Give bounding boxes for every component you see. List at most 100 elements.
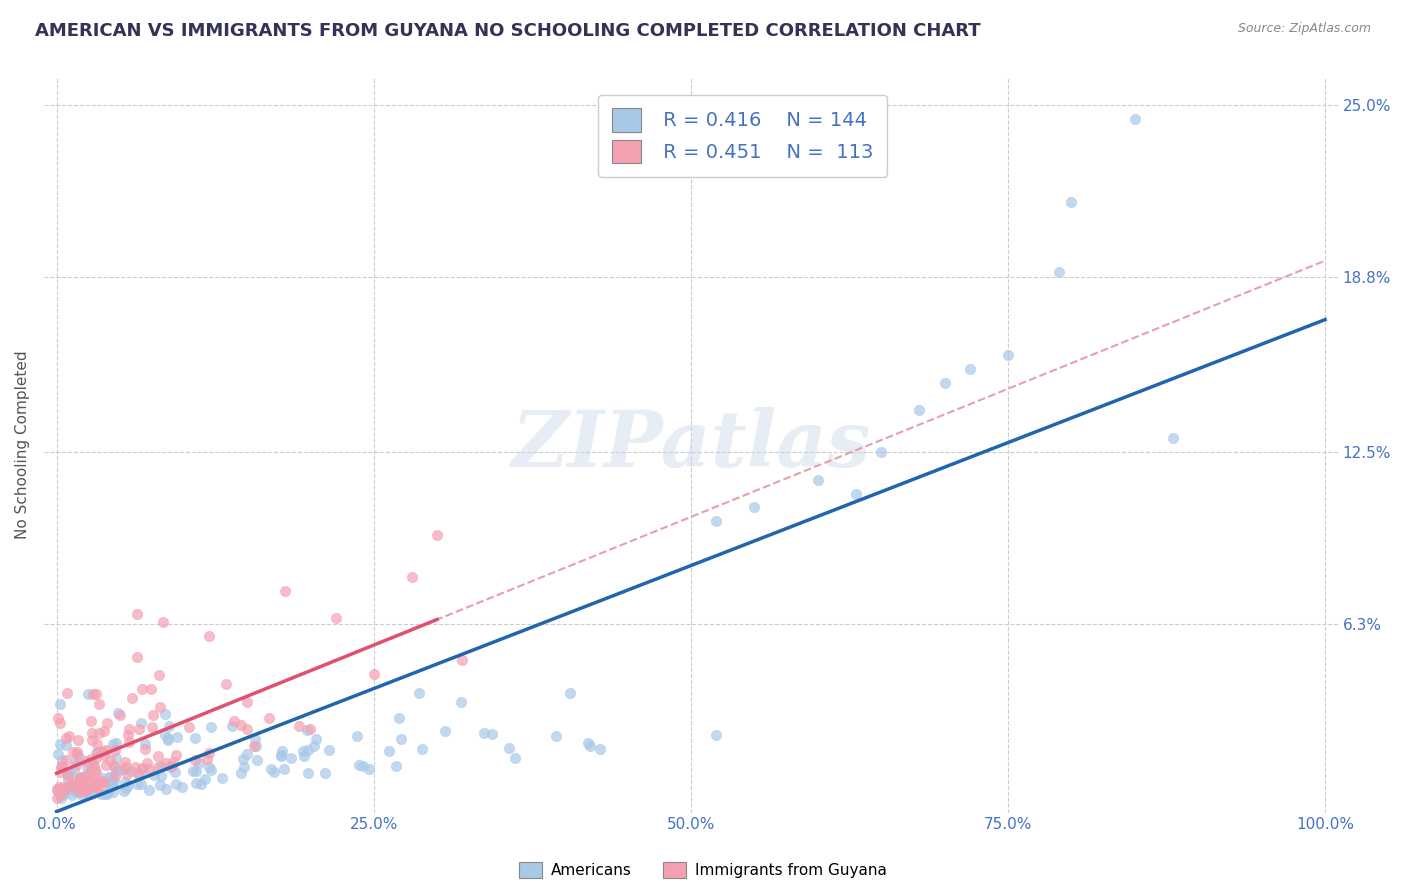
Point <box>100 753 122 767</box>
Point <box>222 714 245 729</box>
Point <box>67 777 90 791</box>
Point <box>257 711 280 725</box>
Point <box>184 753 207 767</box>
Point <box>1123 112 1146 126</box>
Point <box>84 778 107 792</box>
Text: Source: ZipAtlas.com: Source: ZipAtlas.com <box>1237 22 1371 36</box>
Point <box>215 677 238 691</box>
Point <box>104 760 127 774</box>
Point <box>245 739 267 753</box>
Point <box>152 615 174 629</box>
Point <box>69 772 91 786</box>
Point <box>93 744 115 758</box>
Point <box>58 729 80 743</box>
Point <box>184 764 207 778</box>
Point <box>134 742 156 756</box>
Point <box>411 741 433 756</box>
Point <box>82 687 104 701</box>
Point <box>98 770 121 784</box>
Point <box>233 760 256 774</box>
Point <box>69 771 91 785</box>
Point <box>91 771 114 785</box>
Point <box>114 756 136 770</box>
Point <box>235 747 257 761</box>
Point <box>807 473 830 487</box>
Point <box>314 765 336 780</box>
Point <box>72 782 94 797</box>
Point <box>76 783 98 797</box>
Point <box>87 697 110 711</box>
Text: AMERICAN VS IMMIGRANTS FROM GUYANA NO SCHOOLING COMPLETED CORRELATION CHART: AMERICAN VS IMMIGRANTS FROM GUYANA NO SC… <box>35 22 981 40</box>
Point <box>115 780 138 795</box>
Point <box>184 731 207 746</box>
Point <box>76 782 98 797</box>
Point <box>69 784 91 798</box>
Point <box>156 733 179 747</box>
Point <box>576 736 599 750</box>
Point <box>79 773 101 788</box>
Point <box>117 778 139 792</box>
Point <box>65 780 87 794</box>
Point <box>195 752 218 766</box>
Point <box>131 715 153 730</box>
Point <box>75 769 97 783</box>
Point <box>79 782 101 797</box>
Point <box>103 784 125 798</box>
Point <box>325 611 347 625</box>
Point <box>104 743 127 757</box>
Point <box>388 711 411 725</box>
Point <box>80 752 103 766</box>
Point <box>138 782 160 797</box>
Point <box>65 755 87 769</box>
Point <box>52 780 75 794</box>
Point <box>73 785 96 799</box>
Point <box>86 745 108 759</box>
Point <box>451 653 474 667</box>
Point <box>51 754 73 768</box>
Point <box>49 765 72 780</box>
Point <box>352 759 374 773</box>
Point <box>121 691 143 706</box>
Point <box>114 760 136 774</box>
Point <box>72 789 94 803</box>
Point <box>84 687 107 701</box>
Point <box>66 747 89 761</box>
Point <box>299 723 322 737</box>
Point <box>49 715 72 730</box>
Point <box>181 764 204 778</box>
Point <box>80 733 103 747</box>
Point <box>246 753 269 767</box>
Point <box>357 762 380 776</box>
Point <box>82 756 104 771</box>
Point <box>211 771 233 785</box>
Point <box>166 730 188 744</box>
Point <box>90 787 112 801</box>
Point <box>297 766 319 780</box>
Point <box>49 760 72 774</box>
Point <box>232 752 254 766</box>
Point <box>62 780 84 795</box>
Point <box>177 720 200 734</box>
Point <box>121 764 143 779</box>
Point <box>131 776 153 790</box>
Point <box>426 528 449 542</box>
Point <box>55 738 77 752</box>
Legend: Americans, Immigrants from Guyana: Americans, Immigrants from Guyana <box>513 856 893 884</box>
Point <box>146 760 169 774</box>
Point <box>1060 195 1083 210</box>
Point <box>77 687 100 701</box>
Point <box>165 747 187 762</box>
Point <box>79 714 101 728</box>
Point <box>103 758 125 772</box>
Point <box>134 738 156 752</box>
Y-axis label: No Schooling Completed: No Schooling Completed <box>15 351 30 540</box>
Point <box>105 764 128 779</box>
Point <box>273 762 295 776</box>
Point <box>302 739 325 753</box>
Point <box>84 751 107 765</box>
Point <box>55 685 77 699</box>
Point <box>546 729 568 743</box>
Point <box>200 763 222 777</box>
Point <box>73 780 96 794</box>
Point <box>157 731 180 746</box>
